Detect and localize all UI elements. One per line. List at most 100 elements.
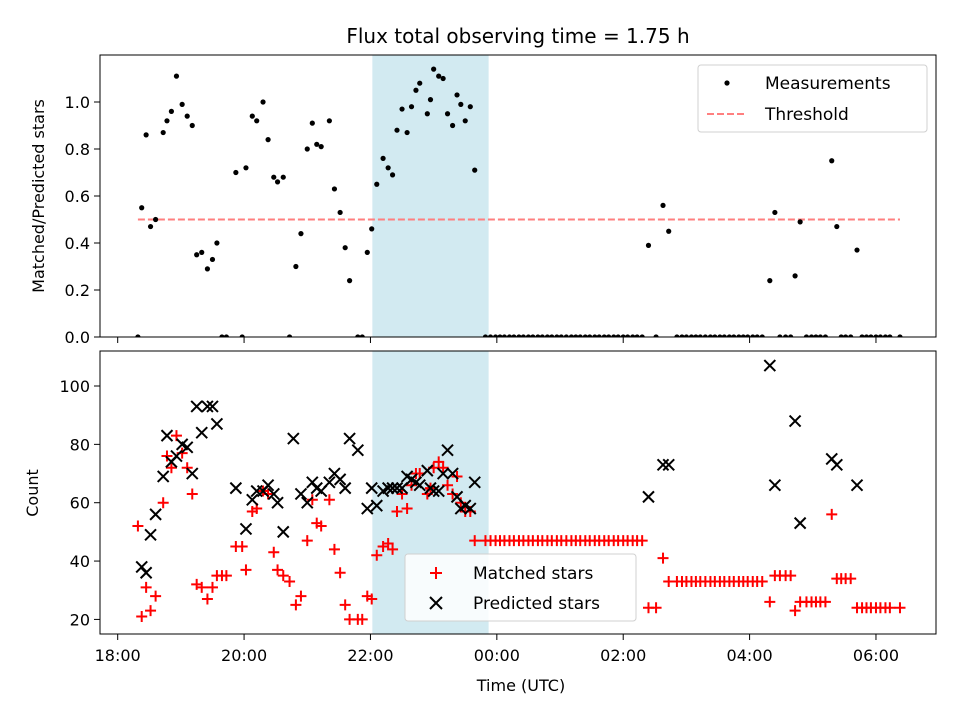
matched-point bbox=[382, 538, 394, 550]
matched-point bbox=[306, 494, 318, 506]
matched-point bbox=[157, 497, 169, 509]
measurement-point bbox=[431, 66, 437, 72]
measurement-point bbox=[549, 334, 555, 337]
measurement-point bbox=[712, 334, 718, 337]
legend-predicted-label: Predicted stars bbox=[473, 594, 600, 614]
measurement-point bbox=[587, 334, 593, 337]
measurement-point bbox=[848, 334, 854, 337]
predicted-point bbox=[427, 484, 440, 498]
predicted-point bbox=[246, 493, 259, 507]
measurement-point bbox=[544, 334, 550, 337]
measurement-point bbox=[143, 132, 149, 138]
measurement-point bbox=[135, 334, 141, 337]
predicted-point bbox=[229, 481, 243, 495]
measurement-point bbox=[454, 92, 460, 98]
legend-threshold-label: Threshold bbox=[764, 105, 849, 125]
measurement-point bbox=[164, 118, 170, 124]
top-y-axis: 0.0 0.2 0.4 0.6 0.8 1.0 bbox=[65, 93, 100, 347]
predicted-point bbox=[160, 429, 174, 442]
measurement-point bbox=[179, 101, 185, 107]
measurement-point bbox=[487, 334, 494, 337]
x-axis-label: Time (UTC) bbox=[476, 676, 565, 695]
predicted-point bbox=[239, 522, 253, 536]
measurement-point bbox=[750, 334, 756, 337]
predicted-point bbox=[323, 476, 336, 489]
matched-point bbox=[785, 570, 797, 582]
measurement-point bbox=[688, 334, 695, 337]
measurement-point bbox=[707, 334, 714, 337]
measurement-point bbox=[404, 129, 410, 136]
matched-point bbox=[391, 505, 403, 517]
measurement-point bbox=[472, 167, 478, 173]
predicted-point bbox=[468, 476, 481, 489]
measurement-point bbox=[189, 122, 195, 129]
chart-title: Flux total observing time = 1.75 h bbox=[346, 24, 689, 48]
measurement-point bbox=[740, 334, 746, 337]
measurement-point bbox=[863, 334, 870, 337]
measurement-point bbox=[389, 172, 396, 178]
measurement-point bbox=[346, 278, 353, 284]
measurement-point bbox=[199, 249, 205, 255]
predicted-point bbox=[333, 473, 347, 486]
predicted-point bbox=[144, 528, 157, 542]
measurement-point bbox=[530, 334, 536, 337]
predicted-point bbox=[294, 487, 308, 501]
legend-measurements-label: Measurements bbox=[765, 74, 891, 94]
measurement-point bbox=[645, 242, 652, 248]
measurement-point bbox=[693, 334, 699, 337]
matched-point bbox=[206, 581, 218, 593]
measurement-point bbox=[592, 334, 598, 337]
matched-point bbox=[442, 479, 454, 491]
measurement-point bbox=[535, 334, 541, 337]
measurement-point bbox=[265, 137, 271, 143]
top-x-axis bbox=[117, 337, 877, 343]
legend-x-icon bbox=[429, 596, 443, 610]
matched-point bbox=[826, 508, 838, 520]
matched-point bbox=[290, 599, 302, 611]
predicted-point bbox=[381, 481, 395, 495]
measurement-point bbox=[797, 219, 803, 225]
measurement-point bbox=[168, 108, 175, 114]
measurement-point bbox=[639, 334, 645, 337]
measurement-point bbox=[601, 334, 607, 337]
measurement-point bbox=[813, 334, 819, 337]
measurement-point bbox=[298, 231, 304, 237]
measurement-point bbox=[634, 334, 640, 337]
predicted-point bbox=[436, 467, 450, 480]
bottom-x-axis: 18:00 20:00 22:00 00:00 02:00 04:00 06:00 bbox=[95, 634, 899, 665]
predicted-point bbox=[464, 502, 477, 515]
y-tick-label: 0.4 bbox=[65, 234, 90, 253]
measurement-point bbox=[777, 334, 783, 337]
predicted-point bbox=[267, 487, 280, 501]
predicted-point bbox=[788, 414, 802, 428]
y-tick-label: 40 bbox=[70, 552, 90, 571]
y-tick-label: 100 bbox=[59, 377, 90, 396]
measurement-point bbox=[304, 146, 310, 152]
matched-point bbox=[196, 581, 208, 593]
matched-point bbox=[657, 552, 669, 564]
predicted-point bbox=[662, 458, 675, 471]
x-tick-label: 02:00 bbox=[600, 646, 646, 665]
predicted-point bbox=[656, 458, 670, 471]
predicted-point bbox=[432, 484, 445, 498]
measurement-point bbox=[754, 334, 760, 337]
matched-point bbox=[334, 567, 346, 579]
measurement-point bbox=[243, 165, 249, 171]
measurement-point bbox=[380, 155, 386, 161]
matched-point bbox=[401, 503, 413, 515]
measurement-point bbox=[444, 111, 451, 117]
measurement-point bbox=[482, 334, 489, 337]
matched-point bbox=[284, 575, 296, 587]
measurement-point bbox=[726, 334, 732, 337]
predicted-point bbox=[351, 443, 365, 457]
measurement-point bbox=[620, 334, 626, 337]
measurement-point bbox=[204, 266, 211, 272]
predicted-point bbox=[361, 502, 374, 515]
measurement-point bbox=[408, 104, 415, 110]
measurement-point bbox=[516, 334, 522, 337]
measurement-point bbox=[506, 334, 513, 337]
measurement-point bbox=[520, 334, 526, 337]
matched-point bbox=[328, 543, 340, 555]
measurement-point bbox=[660, 202, 666, 208]
measurement-point bbox=[721, 334, 727, 337]
